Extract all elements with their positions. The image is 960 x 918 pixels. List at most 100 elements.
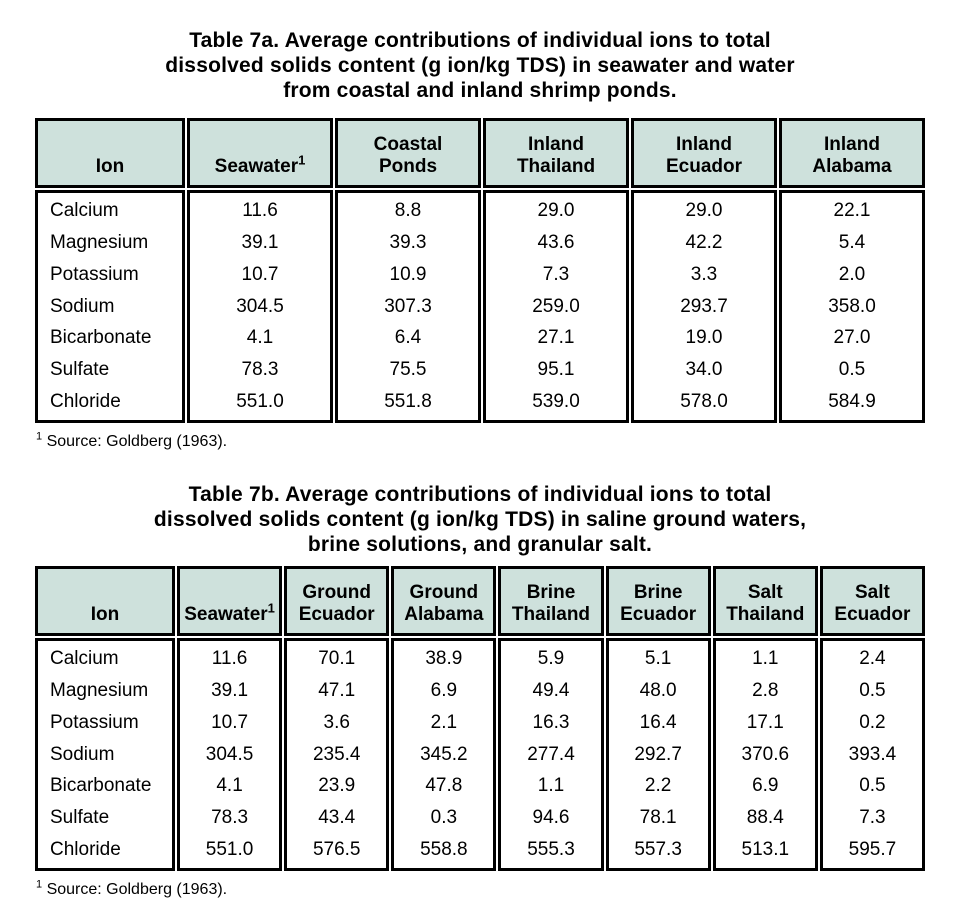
column-header: Inland Alabama bbox=[779, 118, 925, 188]
column-ground-ecuador: Ground Ecuador 70.1 47.1 3.6 235.4 23.9 43.4 576… bbox=[284, 566, 390, 871]
footnote-text: Source: Goldberg (1963). bbox=[42, 433, 228, 450]
column-header: Ion bbox=[35, 566, 175, 636]
table-7b-title-line-2: dissolved solids content (g ion/kg TDS) … bbox=[153, 508, 807, 531]
column-header: Inland Thailand bbox=[483, 118, 629, 188]
value-cell: 595.7 bbox=[848, 839, 897, 861]
column-header: Inland Ecuador bbox=[631, 118, 777, 188]
footnote-text: Source: Goldberg (1963). bbox=[42, 881, 228, 898]
column-ion: Ion Calcium Magnesium Potassium Sodium Bicarb… bbox=[35, 566, 175, 871]
ion-label: Bicarbonate bbox=[50, 327, 152, 349]
column-header-label: Ground Ecuador bbox=[298, 582, 375, 625]
value-cell: 345.2 bbox=[420, 743, 468, 765]
column-body: 22.1 5.4 2.0 358.0 27.0 0.5 584.9 bbox=[779, 190, 925, 423]
footnote-superscript: 1 bbox=[36, 878, 43, 891]
value-cell: 539.0 bbox=[532, 391, 580, 413]
footnote-superscript: 1 bbox=[36, 430, 43, 443]
value-cell: 75.5 bbox=[389, 359, 427, 381]
value-cell: 6.9 bbox=[430, 679, 458, 701]
value-cell: 78.3 bbox=[211, 807, 249, 829]
column-body: 38.9 6.9 2.1 345.2 47.8 0.3 558.8 bbox=[391, 638, 497, 871]
value-cell: 558.8 bbox=[420, 839, 468, 861]
column-body: 1.1 2.8 17.1 370.6 6.9 88.4 513.1 bbox=[712, 638, 818, 871]
value-cell: 3.6 bbox=[323, 711, 350, 733]
column-body: 11.6 39.1 10.7 304.5 4.1 78.3 551.0 bbox=[187, 190, 333, 423]
value-cell: 304.5 bbox=[236, 295, 284, 317]
value-cell: 1.1 bbox=[537, 775, 565, 797]
value-cell: 39.3 bbox=[389, 231, 427, 253]
value-cell: 94.6 bbox=[532, 807, 570, 829]
column-inland-ecuador: Inland Ecuador 29.0 42.2 3.3 293.7 19.0 34.0 578… bbox=[631, 118, 777, 423]
value-cell: 551.0 bbox=[205, 839, 254, 861]
column-header-label: Ion bbox=[95, 156, 125, 177]
value-cell: 29.0 bbox=[537, 199, 575, 221]
header-superscript: 1 bbox=[267, 600, 275, 616]
column-header-label: Inland Thailand bbox=[516, 134, 596, 177]
value-cell: 39.1 bbox=[211, 679, 249, 701]
value-cell: 2.8 bbox=[752, 679, 779, 701]
column-body: 2.4 0.5 0.2 393.4 0.5 7.3 595.7 bbox=[819, 638, 925, 871]
value-cell: 27.1 bbox=[537, 327, 575, 349]
column-header: Coastal Ponds bbox=[335, 118, 481, 188]
value-cell: 27.0 bbox=[833, 327, 871, 349]
column-salt-thailand: Salt Thailand 1.1 2.8 17.1 370.6 6.9 88.4 513.1 bbox=[712, 566, 818, 871]
table-7a-footnote: 1 Source: Goldberg (1963). bbox=[36, 430, 960, 452]
column-header: Brine Ecuador bbox=[605, 566, 711, 636]
value-cell: 370.6 bbox=[741, 743, 790, 765]
value-cell: 10.7 bbox=[211, 711, 249, 733]
column-body: 8.8 39.3 10.9 307.3 6.4 75.5 551.8 bbox=[335, 190, 481, 423]
value-cell: 292.7 bbox=[634, 743, 682, 765]
value-cell: 7.3 bbox=[542, 263, 570, 285]
table-7b-title-line-1: Table 7b. Average contributions of indiv… bbox=[188, 483, 772, 506]
value-cell: 277.4 bbox=[527, 743, 575, 765]
column-header-label: Brine Thailand bbox=[511, 582, 591, 625]
value-cell: 1.1 bbox=[752, 647, 779, 669]
value-cell: 557.3 bbox=[634, 839, 682, 861]
ion-label: Sulfate bbox=[50, 359, 110, 381]
value-cell: 0.5 bbox=[859, 775, 886, 797]
column-header: Salt Thailand bbox=[712, 566, 818, 636]
value-cell: 39.1 bbox=[241, 231, 279, 253]
column-header-label: Brine Ecuador bbox=[620, 582, 697, 625]
value-cell: 16.4 bbox=[639, 711, 677, 733]
value-cell: 5.4 bbox=[838, 231, 866, 253]
value-cell: 6.9 bbox=[752, 775, 779, 797]
value-cell: 43.4 bbox=[318, 807, 356, 829]
value-cell: 5.1 bbox=[644, 647, 672, 669]
column-ion: Ion Calcium Magnesium Potassium Sodium Bicarb… bbox=[35, 118, 185, 423]
value-cell: 3.3 bbox=[690, 263, 718, 285]
column-header: Ion bbox=[35, 118, 185, 188]
column-body: 29.0 43.6 7.3 259.0 27.1 95.1 539.0 bbox=[483, 190, 629, 423]
table-7a-title-line-3: from coastal and inland shrimp ponds. bbox=[283, 79, 677, 102]
value-cell: 2.0 bbox=[838, 263, 866, 285]
value-cell: 4.1 bbox=[216, 775, 243, 797]
value-cell: 42.2 bbox=[685, 231, 723, 253]
value-cell: 307.3 bbox=[384, 295, 432, 317]
value-cell: 513.1 bbox=[741, 839, 790, 861]
table-7a: Ion Calcium Magnesium Potassium Sodium Bicarb… bbox=[35, 118, 925, 423]
table-7b-title: Table 7b. Average contributions of indiv… bbox=[0, 482, 960, 557]
ion-label: Chloride bbox=[50, 839, 121, 861]
ion-label: Potassium bbox=[50, 263, 139, 285]
column-header: Ground Alabama bbox=[391, 566, 497, 636]
header-superscript: 1 bbox=[298, 152, 306, 168]
value-cell: 47.1 bbox=[318, 679, 356, 701]
value-cell: 70.1 bbox=[318, 647, 356, 669]
value-cell: 578.0 bbox=[680, 391, 728, 413]
value-cell: 10.7 bbox=[241, 263, 279, 285]
column-header: Brine Thailand bbox=[498, 566, 604, 636]
value-cell: 11.6 bbox=[211, 647, 248, 669]
value-cell: 48.0 bbox=[639, 679, 677, 701]
ion-label: Potassium bbox=[50, 711, 139, 733]
ion-label: Bicarbonate bbox=[50, 775, 152, 797]
table-7a-title-line-1: Table 7a. Average contributions of indiv… bbox=[189, 29, 771, 52]
table-7a-title: Table 7a. Average contributions of indiv… bbox=[0, 0, 960, 103]
column-body: 11.6 39.1 10.7 304.5 4.1 78.3 551.0 bbox=[177, 638, 283, 871]
value-cell: 23.9 bbox=[318, 775, 356, 797]
table-7b-title-line-3: brine solutions, and granular salt. bbox=[307, 533, 653, 556]
column-header-label: Ion bbox=[90, 604, 120, 625]
value-cell: 551.8 bbox=[384, 391, 432, 413]
table-7a-title-line-2: dissolved solids content (g ion/kg TDS) … bbox=[165, 54, 795, 77]
value-cell: 11.6 bbox=[242, 199, 278, 221]
value-cell: 19.0 bbox=[685, 327, 723, 349]
